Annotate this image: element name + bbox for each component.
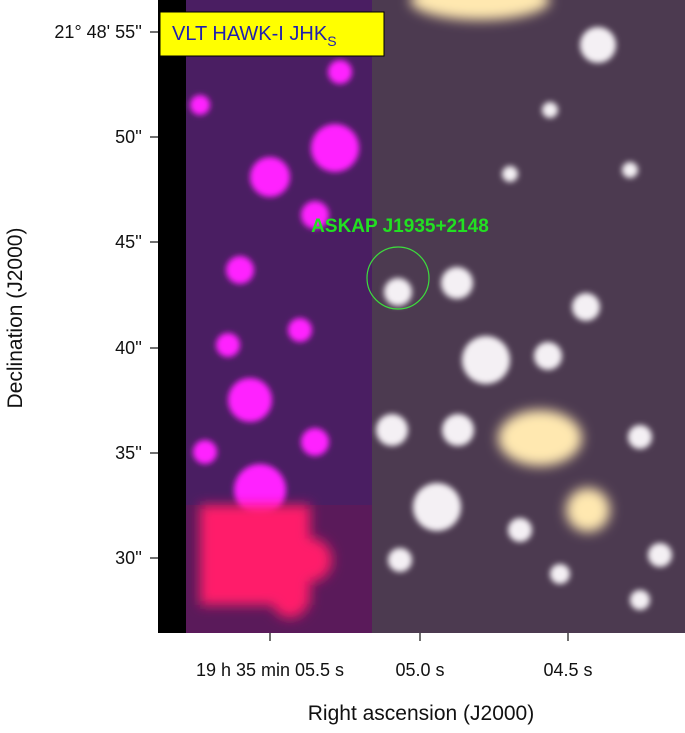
- y-tick-label: 35'': [115, 443, 142, 463]
- instrument-subscript: S: [327, 33, 336, 49]
- y-tick-label: 21° 48' 55'': [54, 22, 142, 42]
- y-tick-label: 45'': [115, 232, 142, 252]
- x-axis-title: Right ascension (J2000): [308, 702, 534, 725]
- x-tick-label: 19 h 35 min 05.5 s: [196, 660, 344, 680]
- source-circle: [366, 246, 430, 310]
- instrument-text: VLT HAWK-I JHK: [172, 23, 328, 45]
- y-tick-label: 40'': [115, 338, 142, 358]
- x-tick-label: 04.5 s: [543, 660, 592, 680]
- y-tick-label: 50'': [115, 127, 142, 147]
- y-ticks: 21° 48' 55'' 50'' 45'' 40'' 35'' 30'': [54, 22, 142, 568]
- y-axis-title: Declination (J2000): [4, 228, 27, 409]
- y-tick-label: 30'': [115, 548, 142, 568]
- source-label: ASKAP J1935+2148: [311, 216, 489, 237]
- tick-marks: [150, 31, 569, 641]
- instrument-label: VLT HAWK-I JHKS: [172, 23, 337, 49]
- x-ticks: 19 h 35 min 05.5 s 05.0 s 04.5 s: [196, 660, 593, 680]
- instrument-box: [159, 11, 385, 57]
- x-tick-label: 05.0 s: [395, 660, 444, 680]
- sky-image: ASKAP J1935+2148 VLT HAWK-I JHKS: [158, 0, 685, 633]
